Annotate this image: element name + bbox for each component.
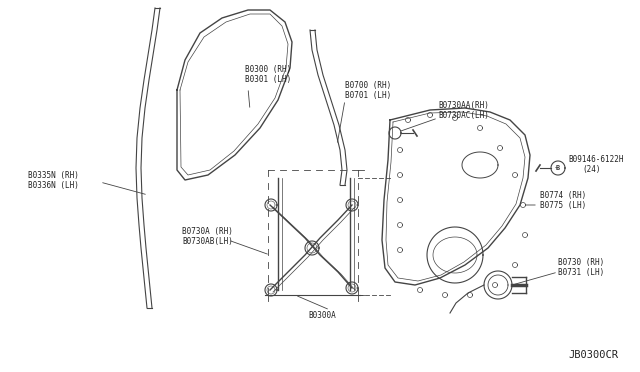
Text: B0300A: B0300A — [308, 311, 336, 320]
Text: B0730AA(RH): B0730AA(RH) — [438, 101, 489, 110]
Text: B0336N (LH): B0336N (LH) — [28, 181, 79, 190]
Text: B0730 (RH): B0730 (RH) — [558, 258, 604, 267]
Text: B0730AB(LH): B0730AB(LH) — [182, 237, 233, 246]
Text: JB0300CR: JB0300CR — [568, 350, 618, 360]
Text: B0730AC(LH): B0730AC(LH) — [438, 111, 489, 120]
Text: B0300 (RH): B0300 (RH) — [245, 65, 291, 74]
Text: B0774 (RH): B0774 (RH) — [540, 191, 586, 200]
Text: (24): (24) — [582, 165, 600, 174]
Text: B0731 (LH): B0731 (LH) — [558, 268, 604, 277]
Text: B0335N (RH): B0335N (RH) — [28, 171, 79, 180]
Text: B0301 (LH): B0301 (LH) — [245, 75, 291, 84]
Text: B0730A (RH): B0730A (RH) — [182, 227, 233, 236]
Text: B09146-6122H: B09146-6122H — [568, 155, 623, 164]
Text: B: B — [556, 165, 560, 171]
Text: B0701 (LH): B0701 (LH) — [345, 91, 391, 100]
Text: B0775 (LH): B0775 (LH) — [540, 201, 586, 210]
Text: B0700 (RH): B0700 (RH) — [345, 81, 391, 90]
